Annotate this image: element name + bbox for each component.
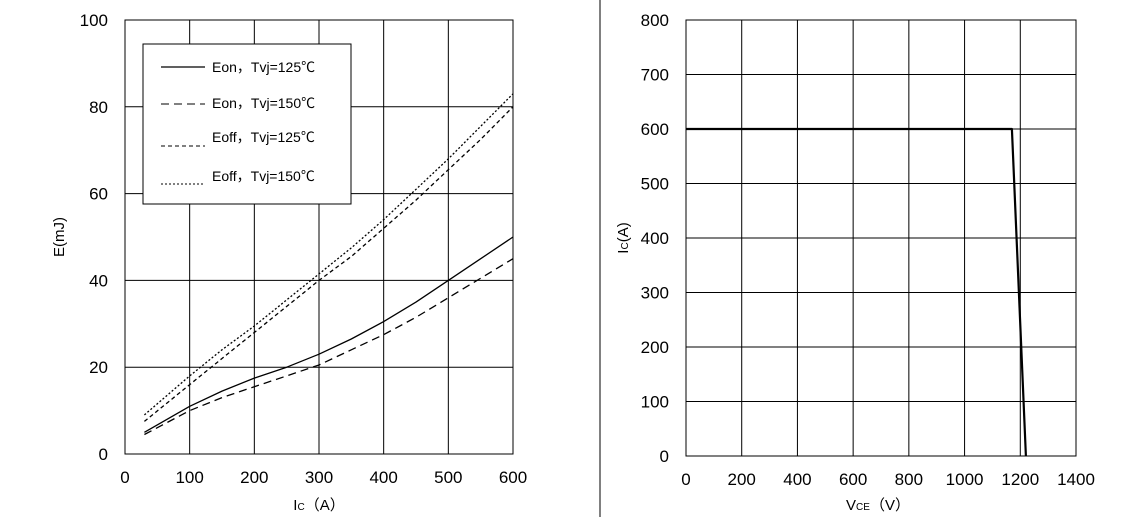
plot-area-border [685,19,1077,457]
x-tick-label: 300 [305,468,333,487]
y-tick-label: 800 [641,11,669,30]
y-tick-label: 80 [89,98,108,117]
x-tick-label: 0 [681,470,690,489]
x-tick-label: 600 [839,470,867,489]
tick-labels: 0 100 200 300 400 500 600 0 20 40 60 80 100 [80,11,528,487]
y-tick-label: 100 [641,393,669,412]
x-tick-label: 200 [240,468,268,487]
legend-label-eon-125: Eon，Tvj=125℃ [212,59,315,75]
y-tick-label: 300 [641,284,669,303]
y-tick-label: 200 [641,338,669,357]
y-tick-label: 60 [89,185,108,204]
y-tick-label: 600 [641,120,669,139]
x-tick-label: 1000 [946,470,984,489]
y-tick-label: 700 [641,66,669,85]
y-axis-label: E(mJ) [51,217,68,257]
x-tick-label: 800 [895,470,923,489]
x-tick-label: 1400 [1057,470,1095,489]
switching-energy-chart: 0 100 200 300 400 500 600 0 20 40 60 80 100 E(mJ) IC… [51,11,527,514]
series-group [686,127,1027,457]
series-group [143,93,514,436]
y-tick-label: 0 [99,445,108,464]
legend-box [142,43,352,205]
series-line-0 [686,127,1027,457]
legend-label-eoff-150: Eoff，Tvj=150℃ [212,168,315,184]
x-tick-label: 500 [434,468,462,487]
series-line-1 [144,258,514,436]
safe-operating-area-chart: 0 200 400 600 800 1000 1200 1400 0 100 200 300 400 50… [615,11,1095,514]
x-tick-label: 600 [499,468,527,487]
series-line-0 [144,236,514,433]
x-tick-label: 100 [175,468,203,487]
grid [686,20,1076,456]
x-axis-label: VCE（V） [846,497,910,514]
y-tick-label: 500 [641,175,669,194]
series-line-3 [143,93,514,416]
legend-label-eon-150: Eon，Tvj=150℃ [212,95,315,111]
y-tick-label: 40 [89,271,108,290]
y-tick-label: 0 [660,447,669,466]
series-line-2 [143,106,514,422]
legend: Eon，Tvj=125℃ Eon，Tvj=150℃ Eoff，Tvj=125℃ … [142,43,352,205]
x-tick-label: 400 [369,468,397,487]
tick-labels: 0 200 400 600 800 1000 1200 1400 0 100 200 300 400 50… [641,11,1095,489]
y-axis-label: IC(A) [615,222,632,253]
y-tick-label: 400 [641,229,669,248]
x-tick-label: 200 [728,470,756,489]
x-tick-label: 400 [783,470,811,489]
x-tick-label: 1200 [1001,470,1039,489]
x-axis-label: IC（A） [293,497,344,514]
x-tick-label: 0 [120,468,129,487]
legend-label-eoff-125: Eoff，Tvj=125℃ [212,129,315,145]
y-tick-label: 20 [89,358,108,377]
y-tick-label: 100 [80,11,108,30]
